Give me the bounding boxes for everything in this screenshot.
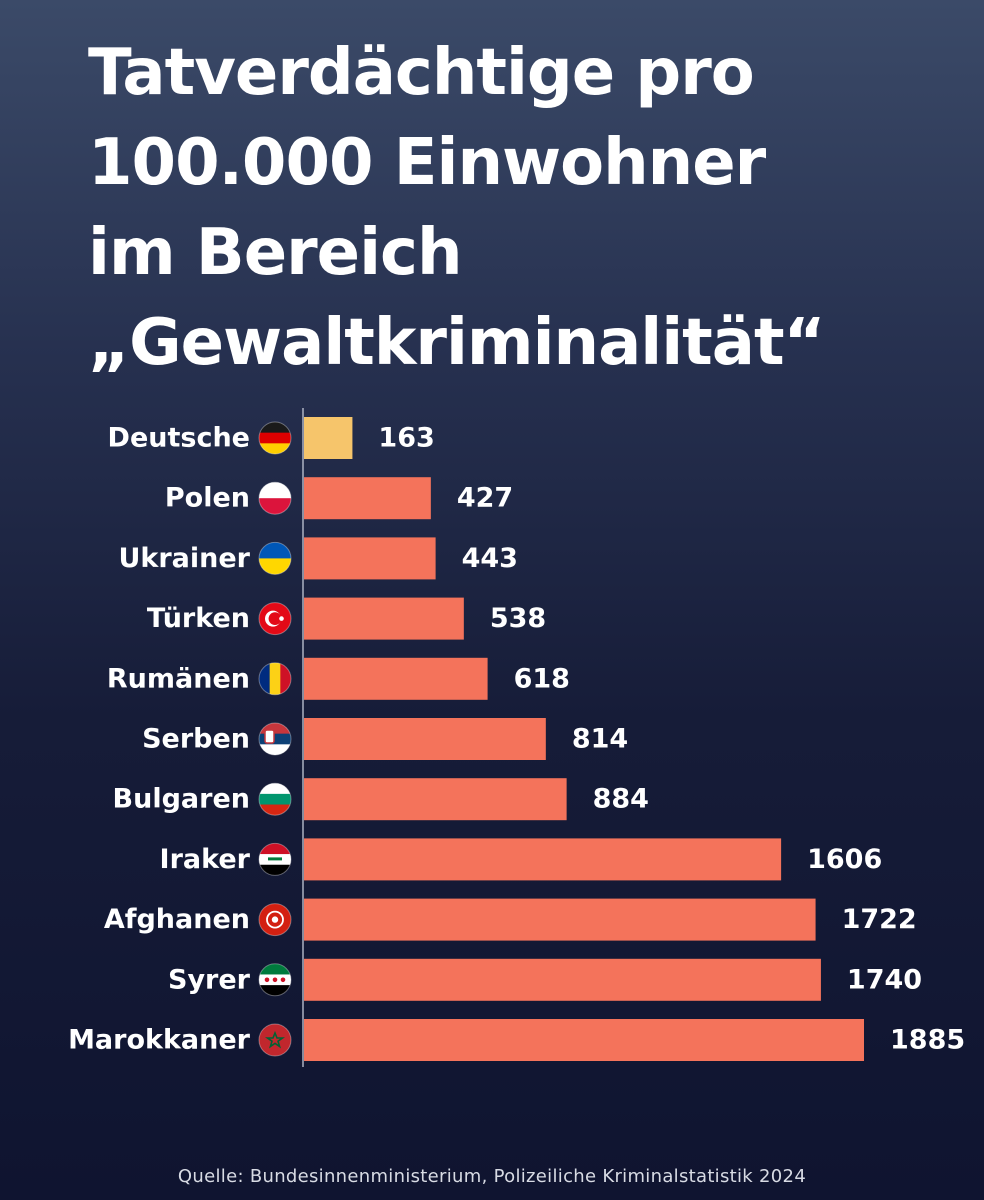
iraq-flag-icon <box>258 842 292 876</box>
chart-title-line-2: 100.000 Einwohner <box>88 126 766 200</box>
value-label: 1740 <box>847 964 922 995</box>
value-label: 1885 <box>890 1025 965 1056</box>
bar <box>304 417 353 459</box>
syria-flag-icon <box>258 963 292 997</box>
category-label: Bulgaren <box>113 784 250 815</box>
value-label: 884 <box>593 784 649 815</box>
category-label: Polen <box>165 483 250 514</box>
bar <box>304 1019 864 1061</box>
category-label: Syrer <box>168 964 251 995</box>
value-label: 1722 <box>842 904 917 935</box>
value-label: 1606 <box>807 844 882 875</box>
bar <box>304 597 464 640</box>
bar <box>304 898 816 941</box>
poland-flag-icon <box>258 481 292 515</box>
value-label: 814 <box>572 724 628 755</box>
category-label: Iraker <box>160 844 251 875</box>
value-label: 538 <box>490 603 546 634</box>
bulgaria-flag-icon <box>258 782 292 816</box>
ukraine-flag-icon <box>258 541 292 575</box>
bar <box>304 778 567 821</box>
category-label: Ukrainer <box>118 543 250 574</box>
chart-title-line-4: „Gewaltkriminalität“ <box>88 306 826 380</box>
value-label: 443 <box>462 543 518 574</box>
chart-title-line-3: im Bereich <box>88 216 463 290</box>
turkey-flag-icon <box>258 602 292 636</box>
value-label: 163 <box>378 423 434 454</box>
category-label: Türken <box>147 603 250 634</box>
source-note: Quelle: Bundesinnenministerium, Polizeil… <box>177 1166 807 1187</box>
chart-title-line-1: Tatverdächtige pro <box>88 36 755 110</box>
value-label: 427 <box>457 483 513 514</box>
category-label: Serben <box>142 724 250 755</box>
afghanistan-flag-icon <box>258 903 292 937</box>
bar <box>304 718 546 760</box>
value-label: 618 <box>514 663 570 694</box>
category-label: Deutsche <box>108 423 250 454</box>
bar-chart: Deutsche 163 Polen 427 Ukrainer 443 Türken 538 R… <box>68 408 965 1067</box>
category-label: Afghanen <box>104 904 250 935</box>
category-label: Marokkaner <box>68 1025 251 1056</box>
category-label: Rumänen <box>107 663 250 694</box>
morocco-flag-icon <box>258 1023 292 1057</box>
chart-title: Tatverdächtige pro 100.000 Einwohner im … <box>88 28 948 388</box>
germany-flag-icon <box>258 421 292 455</box>
serbia-flag-icon <box>258 722 292 756</box>
bar <box>304 537 436 580</box>
romania-flag-icon <box>258 662 292 696</box>
bar <box>304 958 821 1001</box>
bar <box>304 477 431 520</box>
bar <box>304 657 488 700</box>
bar <box>304 838 782 881</box>
